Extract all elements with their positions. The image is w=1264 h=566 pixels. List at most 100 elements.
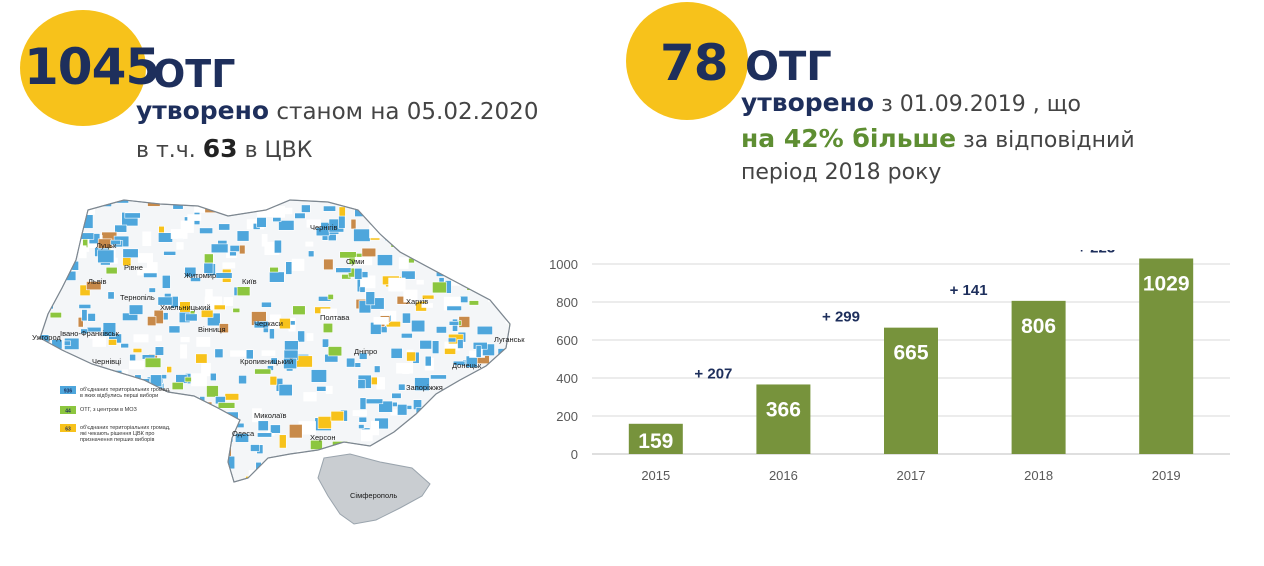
community-patch [459, 295, 469, 303]
community-patch [452, 360, 466, 366]
community-patch [229, 245, 241, 252]
community-patch [107, 291, 115, 300]
community-patch [59, 414, 69, 420]
community-patch [396, 362, 414, 374]
community-patch [57, 233, 72, 245]
community-patch [47, 350, 64, 364]
community-patch [435, 220, 442, 229]
community-patch [92, 337, 107, 347]
city-label: Львів [88, 277, 106, 286]
left-otg-unit: ОТГ [153, 52, 236, 96]
community-patch [373, 201, 383, 208]
community-patch [512, 261, 522, 269]
community-patch [469, 237, 481, 245]
community-patch [278, 220, 295, 231]
community-patch [199, 227, 214, 234]
community-patch [207, 415, 223, 425]
community-patch [176, 468, 192, 475]
community-patch [365, 291, 376, 306]
community-patch [503, 248, 510, 261]
community-patch [323, 258, 334, 271]
community-patch [151, 403, 165, 413]
community-patch [441, 451, 457, 464]
community-patch [144, 357, 162, 368]
community-patch [327, 294, 334, 300]
community-patch [411, 319, 426, 333]
community-patch [484, 240, 494, 248]
community-patch [247, 201, 254, 211]
community-patch [485, 223, 496, 229]
community-patch [257, 420, 269, 431]
community-patch [218, 223, 231, 231]
bar-value-label: 806 [1021, 315, 1056, 338]
community-patch [273, 239, 282, 254]
community-patch [172, 420, 187, 426]
x-tick-label: 2015 [641, 468, 670, 483]
x-tick-label: 2018 [1024, 468, 1053, 483]
community-patch [127, 449, 140, 458]
right-created-word: утворено [741, 88, 875, 117]
community-patch [229, 251, 237, 257]
community-patch [59, 361, 72, 371]
left-incl-number: 63 [202, 134, 238, 163]
community-patch [114, 453, 127, 464]
city-label: Запоріжжя [406, 383, 443, 392]
community-patch [358, 416, 367, 423]
community-patch [348, 200, 355, 207]
community-patch [251, 479, 259, 482]
community-patch [269, 328, 275, 340]
community-patch [459, 246, 476, 253]
community-patch [126, 467, 138, 477]
community-patch [330, 410, 345, 422]
community-patch [78, 245, 87, 259]
community-patch [424, 355, 432, 367]
community-patch [505, 208, 510, 221]
community-patch [457, 339, 464, 349]
community-patch [432, 340, 440, 354]
community-patch [157, 296, 173, 306]
community-patch [232, 307, 241, 313]
community-patch [51, 275, 63, 287]
community-patch [385, 441, 402, 455]
community-patch [63, 340, 71, 346]
community-patch [378, 400, 393, 413]
otg-bar-chart: 0 200 400 600 800 1000 2015 159 2016 366 2017 665 20… [549, 250, 1230, 483]
community-patch [172, 478, 190, 482]
community-patch [219, 423, 229, 438]
community-patch [388, 277, 406, 292]
legend-count: 936 [64, 389, 73, 395]
community-patch [199, 396, 206, 410]
community-patch [180, 344, 188, 359]
community-patch [446, 305, 462, 311]
community-patch [398, 257, 409, 269]
right-otg-count: 78 [660, 34, 729, 92]
community-patch [358, 352, 368, 360]
community-patch [306, 333, 314, 341]
community-patch [72, 363, 82, 370]
left-created-line: утворено станом на 05.02.2020 [136, 96, 538, 125]
community-patch [430, 374, 447, 380]
community-patch [507, 399, 510, 408]
community-patch [215, 272, 233, 279]
bar [1139, 258, 1194, 454]
community-patch [217, 402, 236, 409]
community-patch [401, 270, 416, 280]
community-patch [452, 432, 463, 445]
legend-count: 44 [65, 409, 71, 415]
community-patch [432, 281, 447, 294]
community-patch [279, 318, 291, 330]
x-tick-label: 2017 [897, 468, 926, 483]
community-patch [325, 385, 333, 394]
community-patch [81, 309, 88, 322]
community-patch [254, 200, 266, 207]
community-patch [322, 338, 330, 348]
community-patch [508, 385, 510, 397]
community-patch [359, 397, 367, 410]
community-patch [219, 423, 228, 436]
legend-text: ОТГ, з центром в МОЗ [80, 407, 137, 413]
community-patch [436, 262, 449, 273]
community-patch [283, 357, 297, 370]
community-patch [135, 404, 146, 410]
city-label: Тернопіль [120, 293, 155, 302]
community-patch [500, 356, 510, 370]
